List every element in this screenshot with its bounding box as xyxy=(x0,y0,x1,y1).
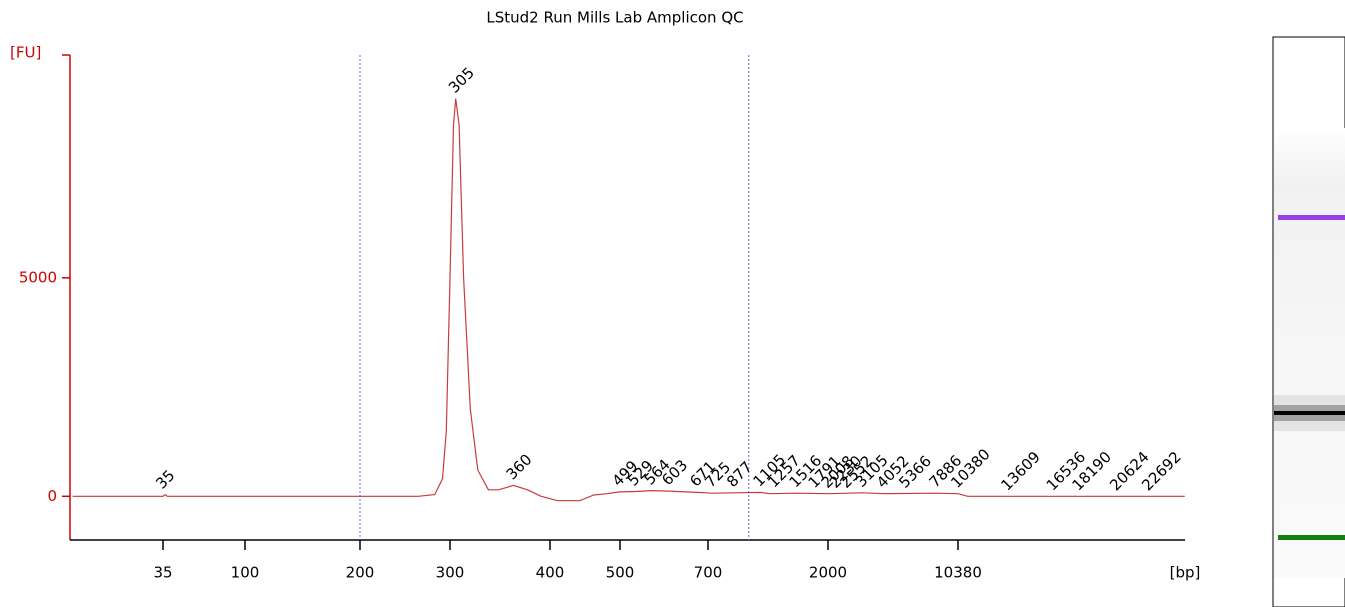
x-tick-label: 100 xyxy=(231,564,260,582)
x-tick-label: 700 xyxy=(694,564,723,582)
x-tick-label: 10380 xyxy=(934,564,982,582)
x-tick-label: 300 xyxy=(436,564,465,582)
chart-title: LStud2 Run Mills Lab Amplicon QC xyxy=(486,9,743,27)
x-tick-label: 2000 xyxy=(809,564,847,582)
peak-label: 360 xyxy=(503,450,536,483)
trace-line xyxy=(72,98,1185,502)
peak-label: 877 xyxy=(723,458,756,491)
x-tick-label: 35 xyxy=(153,564,172,582)
y-tick-label: 5000 xyxy=(19,268,57,286)
y-tick-label: 0 xyxy=(47,487,57,505)
gel-lane xyxy=(1272,36,1345,607)
peak-label: 305 xyxy=(445,64,478,97)
x-axis-label: [bp] xyxy=(1170,564,1201,582)
x-tick-label: 400 xyxy=(536,564,565,582)
peak-label: 13609 xyxy=(997,448,1043,494)
x-tick-label: 200 xyxy=(346,564,375,582)
x-tick-label: 500 xyxy=(606,564,635,582)
y-axis-label: [FU] xyxy=(10,44,41,62)
peak-label: 35 xyxy=(152,466,178,492)
